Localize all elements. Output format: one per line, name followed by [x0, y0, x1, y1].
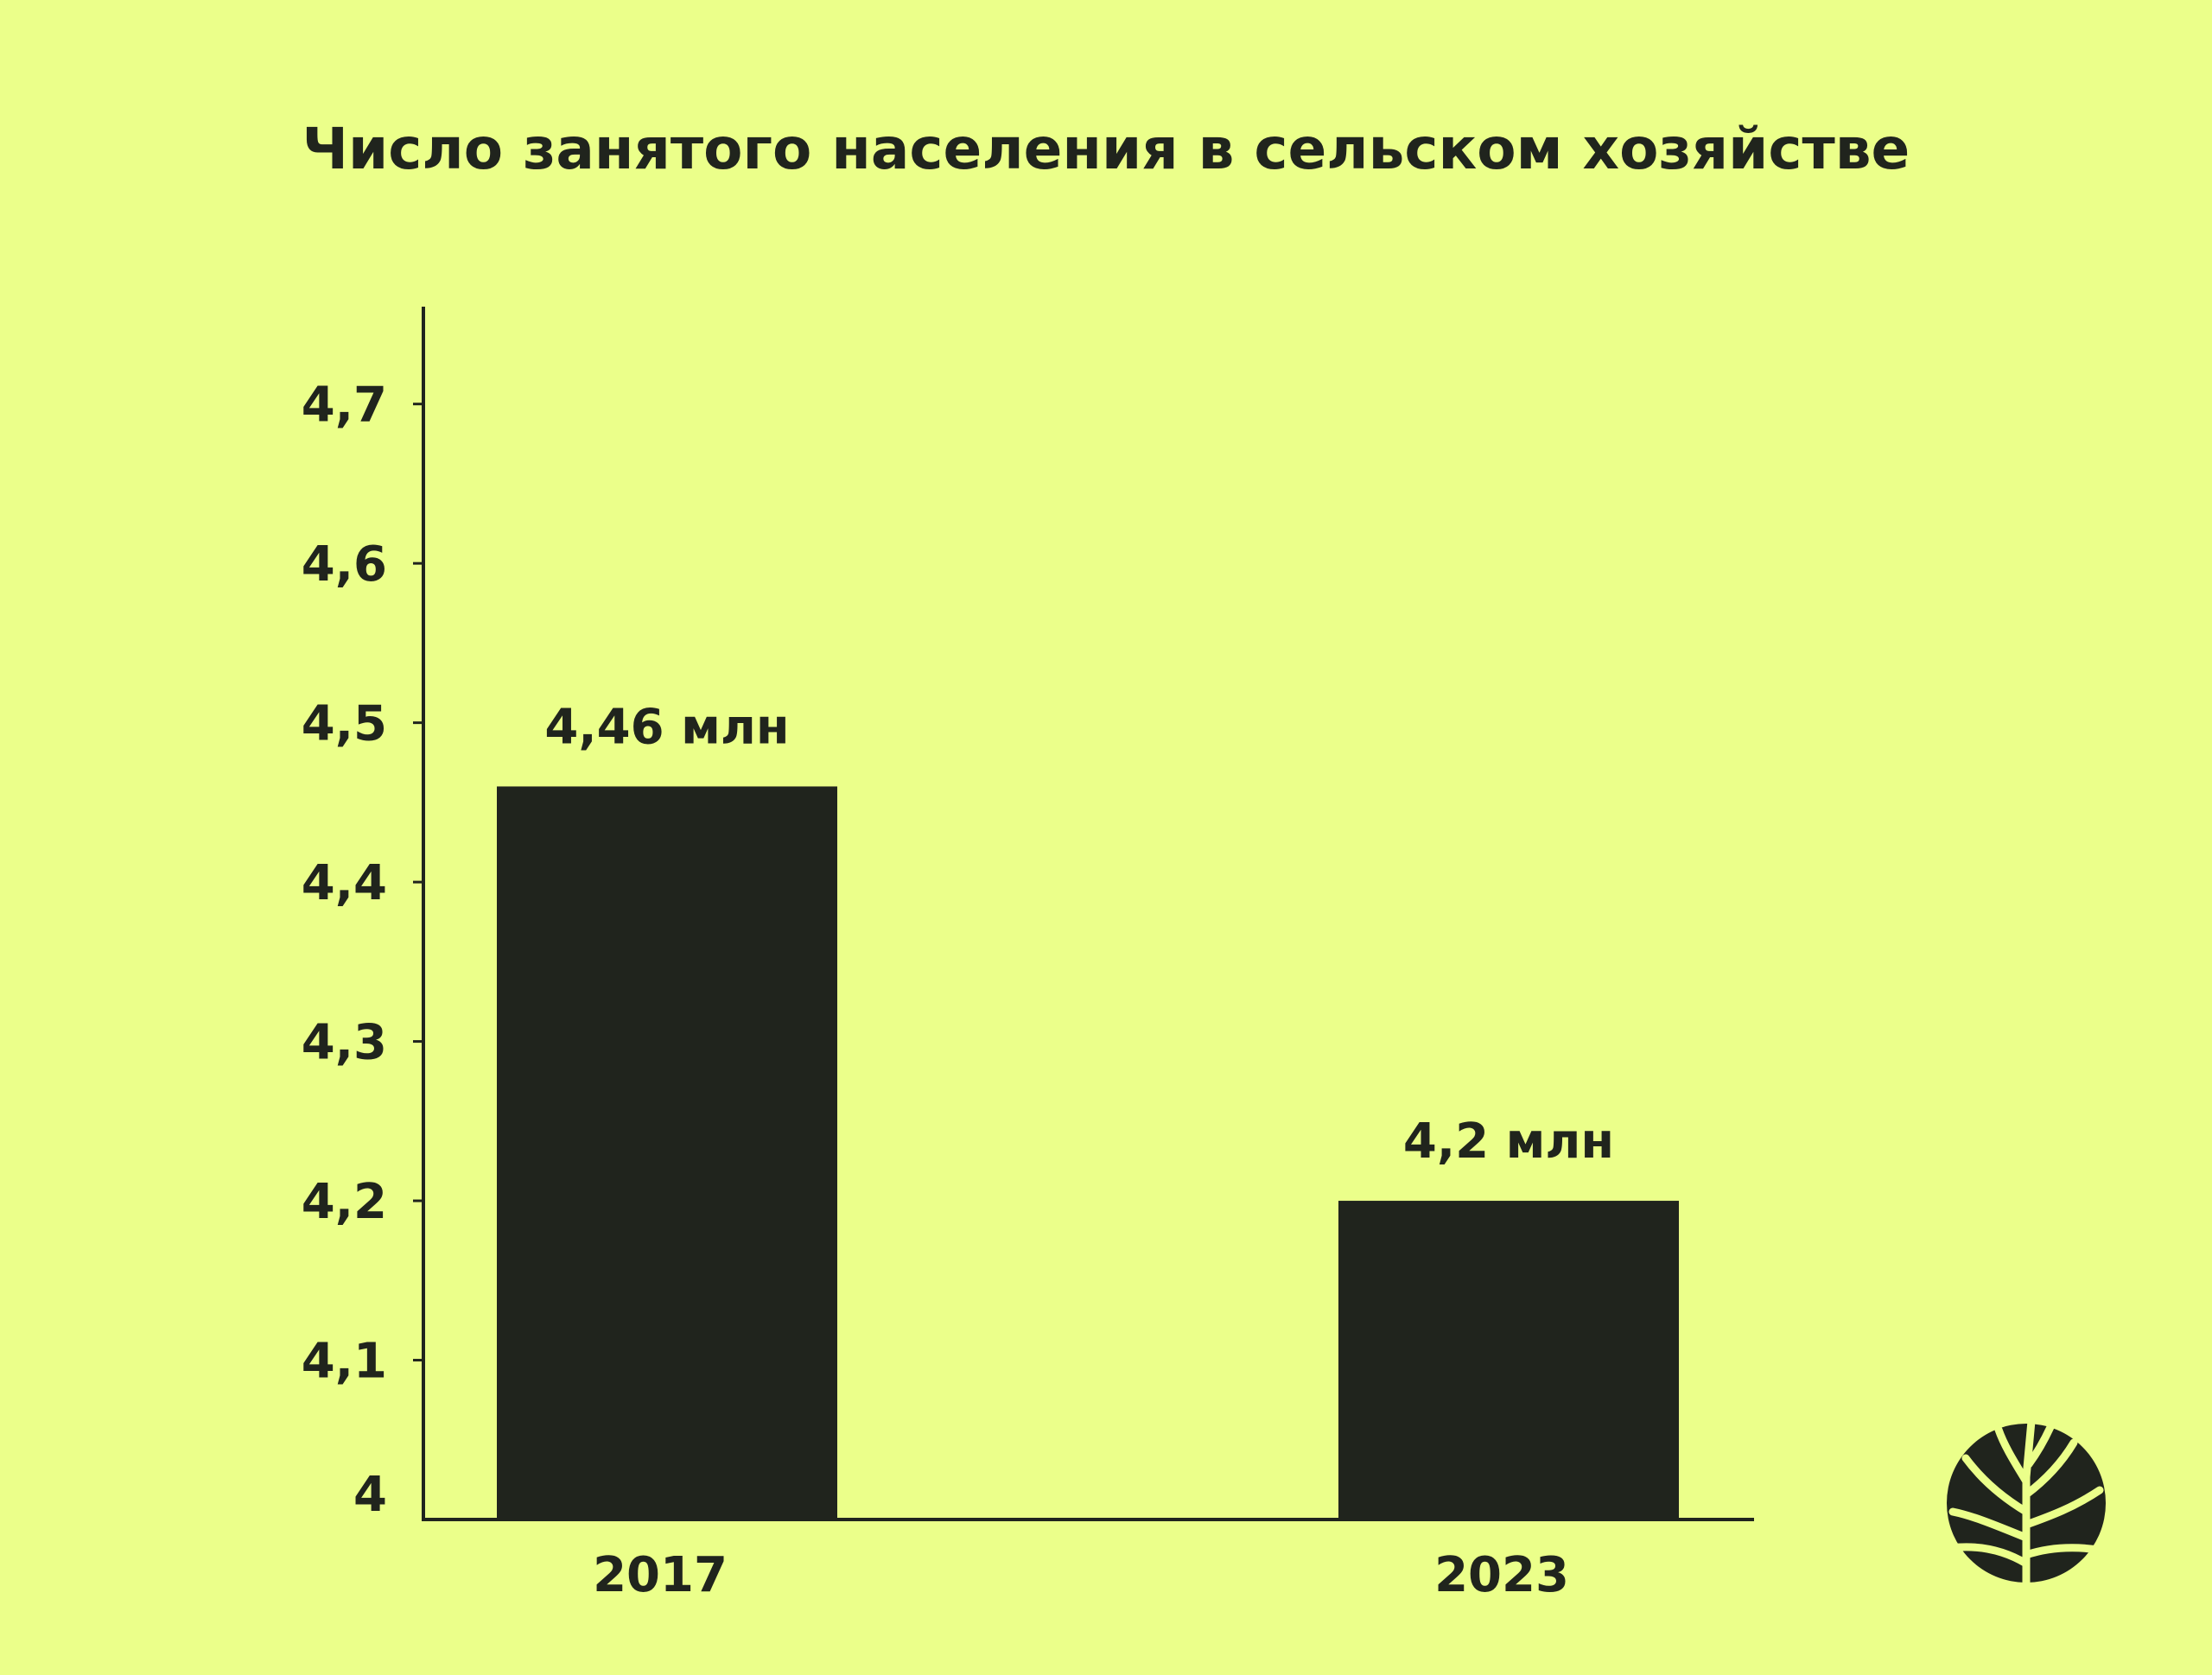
y-tick-label: 4,7 — [302, 378, 387, 434]
data-label-2023: 4,2 млн — [1403, 1113, 1614, 1170]
data-labels: 4,46 млн 4,2 млн — [544, 699, 1614, 1170]
x-tick-label-2017: 2017 — [593, 1547, 728, 1603]
y-tick-label: 4,6 — [302, 536, 387, 593]
y-tick-label: 4,1 — [302, 1334, 387, 1390]
y-axis-ticks: 4 4,1 4,2 4,3 4,4 4,5 4,6 4,7 — [302, 378, 425, 1523]
chart-title: Число занятого населения в сельском хозя… — [302, 116, 1910, 182]
y-tick-label: 4,4 — [302, 855, 387, 911]
bar-2023 — [1338, 1201, 1679, 1520]
data-label-2017: 4,46 млн — [544, 699, 789, 755]
y-tick-label: 4,2 — [302, 1174, 387, 1230]
y-tick-label: 4,3 — [302, 1015, 387, 1071]
y-tick-label: 4 — [353, 1467, 387, 1523]
bar-2017 — [497, 786, 837, 1520]
y-tick-label: 4,5 — [302, 696, 387, 752]
bars — [497, 786, 1679, 1520]
x-axis-labels: 2017 2023 — [593, 1547, 1569, 1603]
x-tick-label-2023: 2023 — [1434, 1547, 1569, 1603]
tree-leaf-logo-icon — [1946, 1417, 2108, 1589]
